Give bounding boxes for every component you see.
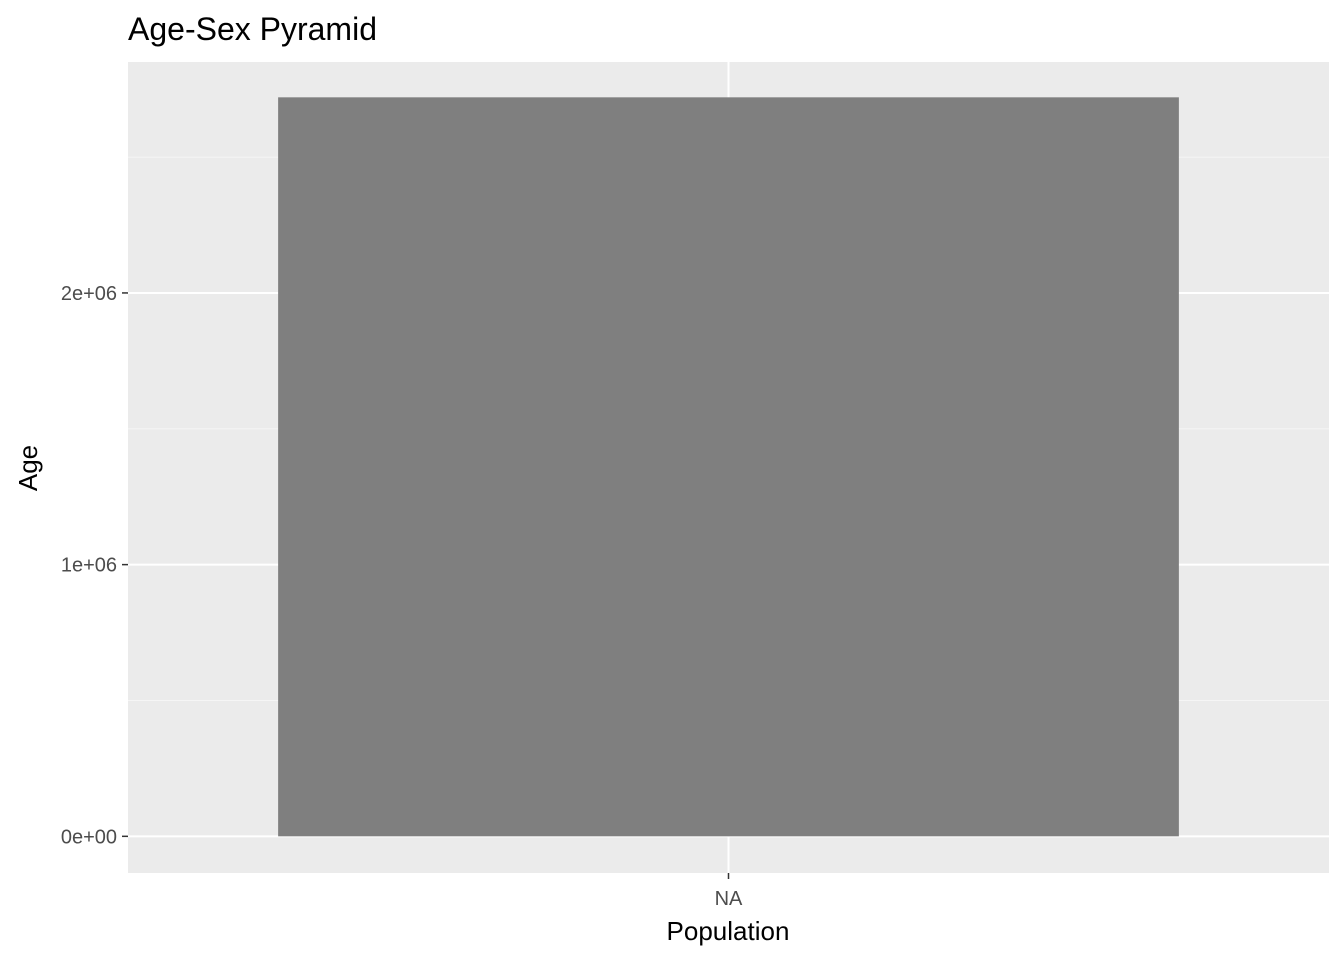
y-tick-label: 0e+00	[61, 826, 117, 848]
y-axis: 0e+00 1e+06 2e+06	[61, 283, 128, 848]
x-axis: NA	[715, 873, 743, 910]
bar	[278, 97, 1179, 837]
bars	[278, 97, 1179, 837]
x-axis-title: Population	[667, 916, 790, 946]
y-tick-label: 2e+06	[61, 283, 117, 305]
y-tick-label: 1e+06	[61, 555, 117, 577]
y-axis-title: Age	[13, 445, 43, 491]
x-tick-label: NA	[715, 888, 743, 910]
chart-title: Age-Sex Pyramid	[128, 11, 377, 47]
